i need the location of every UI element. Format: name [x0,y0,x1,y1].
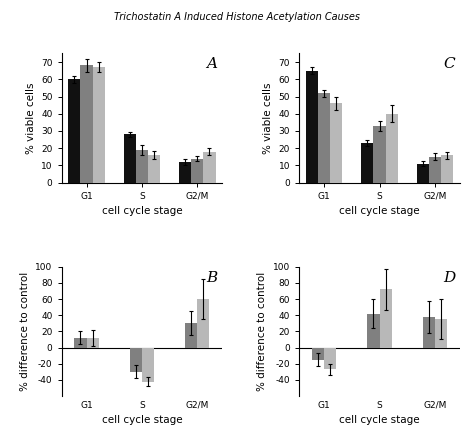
Text: A: A [206,57,217,71]
Bar [435,319,447,348]
Bar [374,126,385,183]
Bar [429,157,441,183]
Bar [197,299,210,348]
Bar [423,317,435,348]
Text: B: B [206,271,218,285]
Y-axis label: % difference to control: % difference to control [20,272,30,391]
Bar [324,348,337,369]
Bar [185,324,197,348]
Bar [130,348,142,372]
Bar [92,67,105,183]
Bar [148,155,160,183]
Bar [318,93,330,183]
Bar [124,134,136,183]
Bar [68,79,81,183]
Bar [191,158,203,183]
Bar [203,152,216,183]
X-axis label: cell cycle stage: cell cycle stage [339,416,420,425]
Bar [361,143,374,183]
Bar [136,150,148,183]
Bar [417,164,429,183]
X-axis label: cell cycle stage: cell cycle stage [339,206,420,216]
Text: C: C [444,57,456,71]
Bar [81,65,92,183]
Bar [142,348,154,381]
Bar [179,162,191,183]
Bar [306,71,318,183]
Bar [312,348,324,360]
Bar [74,338,87,348]
Text: D: D [444,271,456,285]
X-axis label: cell cycle stage: cell cycle stage [101,416,182,425]
Bar [87,338,99,348]
Bar [330,103,342,183]
Y-axis label: % viable cells: % viable cells [26,82,36,154]
Text: Trichostatin A Induced Histone Acetylation Causes: Trichostatin A Induced Histone Acetylati… [114,12,360,22]
Y-axis label: % difference to control: % difference to control [257,272,267,391]
X-axis label: cell cycle stage: cell cycle stage [101,206,182,216]
Bar [441,155,453,183]
Bar [380,289,392,348]
Y-axis label: % viable cells: % viable cells [263,82,273,154]
Bar [367,314,380,348]
Bar [385,114,398,183]
